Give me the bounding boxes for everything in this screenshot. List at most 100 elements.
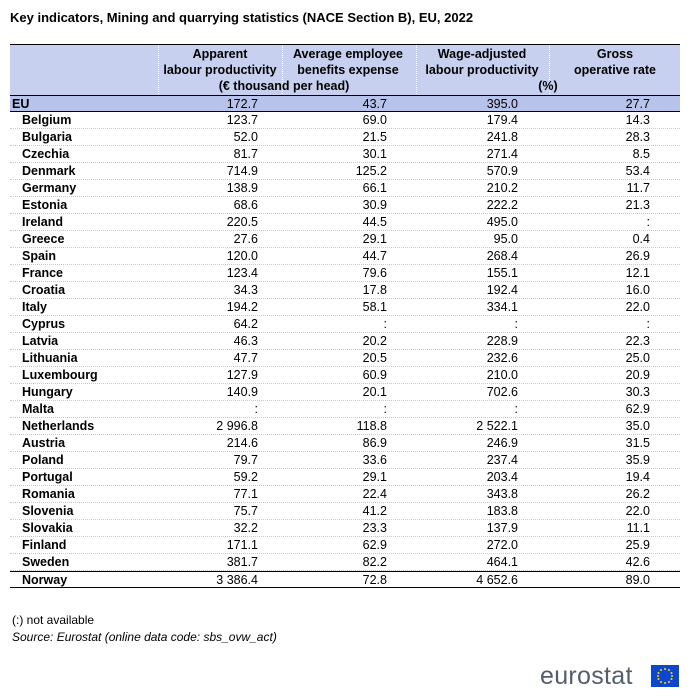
cell-value: :	[646, 317, 650, 331]
cell-value: 125.2	[355, 164, 387, 178]
cell-value: 33.6	[362, 453, 387, 467]
cell-value: 44.7	[362, 249, 387, 263]
table-row: Italy 194.2 58.1 334.1 22.0	[10, 299, 680, 316]
table-row: Cyprus 64.2:::	[10, 316, 680, 333]
table-row: EU 172.7 43.7 395.0 27.7	[10, 95, 680, 112]
table-row: Portugal 59.2 29.1 203.4 19.4	[10, 469, 680, 486]
cell-value: 77.1	[233, 487, 258, 501]
cell-value: 81.7	[233, 147, 258, 161]
cell-value: 3 386.4	[216, 573, 258, 587]
row-label: Hungary	[22, 385, 73, 399]
unit-label: (€ thousand per head)	[218, 79, 350, 93]
cell-value: 79.6	[362, 266, 387, 280]
cell-value: 69.0	[362, 113, 387, 127]
cell-value: 192.4	[486, 283, 518, 297]
cell-value: 123.4	[226, 266, 258, 280]
cell-value: 220.5	[226, 215, 258, 229]
cell-value: 25.0	[625, 351, 650, 365]
row-label: Sweden	[22, 555, 70, 569]
column-header: Average employee	[292, 47, 403, 61]
cell-value: 272.0	[486, 538, 518, 552]
title: Key indicators, Mining and quarrying sta…	[10, 10, 474, 25]
cell-value: 47.7	[233, 351, 258, 365]
cell-value: 22.0	[625, 300, 650, 314]
row-label: Romania	[22, 487, 75, 501]
table-row: Latvia 46.3 20.2 228.9 22.3	[10, 333, 680, 350]
row-label: EU	[12, 97, 30, 111]
cell-value: 495.0	[486, 215, 518, 229]
cell-value: 42.6	[625, 555, 650, 569]
row-label: Bulgaria	[22, 130, 73, 144]
cell-value: 210.0	[486, 368, 518, 382]
cell-value: 64.2	[233, 317, 258, 331]
cell-value: 140.9	[226, 385, 258, 399]
cell-value: 12.1	[625, 266, 650, 280]
table-row: Norway 3 386.4 72.8 4 652.6 89.0	[10, 571, 680, 588]
cell-value: 32.2	[233, 521, 258, 535]
cell-value: 27.7	[625, 97, 650, 111]
cell-value: 155.1	[486, 266, 518, 280]
cell-value: 53.4	[625, 164, 650, 178]
row-label: Czechia	[22, 147, 70, 161]
separator	[158, 45, 159, 96]
cell-value: 22.4	[362, 487, 387, 501]
cell-value: 35.9	[625, 453, 650, 467]
cell-value: 58.1	[362, 300, 387, 314]
row-label: Luxembourg	[22, 368, 98, 382]
row-label: Slovakia	[22, 521, 73, 535]
cell-value: 23.3	[362, 521, 387, 535]
cell-value: 26.2	[625, 487, 650, 501]
cell-value: 95.0	[493, 232, 518, 246]
cell-value: 222.2	[486, 198, 518, 212]
cell-value: 62.9	[625, 402, 650, 416]
cell-value: 334.1	[486, 300, 518, 314]
cell-value: 79.7	[233, 453, 258, 467]
cell-value: 237.4	[486, 453, 518, 467]
column-header: benefits expense	[297, 63, 399, 77]
row-label: Norway	[22, 573, 68, 587]
row-label: Ireland	[22, 215, 63, 229]
cell-value: 241.8	[486, 130, 518, 144]
cell-value: 34.3	[233, 283, 258, 297]
cell-value: 4 652.6	[476, 573, 518, 587]
cell-value: 381.7	[226, 555, 258, 569]
cell-value: 11.7	[626, 181, 650, 195]
row-label: Estonia	[22, 198, 68, 212]
table-row: Denmark 714.9 125.2 570.9 53.4	[10, 163, 680, 180]
note: (:) not available	[12, 613, 95, 627]
cell-value: :	[514, 317, 518, 331]
separator	[416, 45, 417, 96]
table-row: Ireland 220.5 44.5 495.0:	[10, 214, 680, 231]
cell-value: 82.2	[362, 555, 387, 569]
cell-value: 271.4	[486, 147, 518, 161]
cell-value: 702.6	[486, 385, 518, 399]
cell-value: 43.7	[362, 97, 387, 111]
table-row: Austria 214.6 86.9 246.9 31.5	[10, 435, 680, 452]
table-row: Spain 120.0 44.7 268.4 26.9	[10, 248, 680, 265]
row-label: Slovenia	[22, 504, 74, 518]
row-label: Austria	[22, 436, 66, 450]
cell-value: 14.3	[625, 113, 650, 127]
cell-value: 2 522.1	[476, 419, 518, 433]
table-row: Slovenia 75.7 41.2 183.8 22.0	[10, 503, 680, 520]
cell-value: 68.6	[233, 198, 258, 212]
cell-value: 20.1	[362, 385, 387, 399]
table-row: Hungary 140.9 20.1 702.6 30.3	[10, 384, 680, 401]
table-row: Malta::: 62.9	[10, 401, 680, 418]
row-label: Finland	[22, 538, 67, 552]
eu-flag	[651, 665, 679, 687]
cell-value: 75.7	[233, 504, 258, 518]
cell-value: 26.9	[625, 249, 650, 263]
cell-value: 29.1	[362, 470, 387, 484]
cell-value: 22.3	[625, 334, 650, 348]
cell-value: 27.6	[233, 232, 258, 246]
cell-value: 464.1	[486, 555, 518, 569]
column-header: operative rate	[574, 63, 656, 77]
table-row: France 123.4 79.6 155.1 12.1	[10, 265, 680, 282]
table-row: Bulgaria 52.0 21.5 241.8 28.3	[10, 129, 680, 146]
cell-value: 268.4	[486, 249, 518, 263]
table-row: Finland 171.1 62.9 272.0 25.9	[10, 537, 680, 554]
row-label: Poland	[22, 453, 64, 467]
cell-value: 21.5	[362, 130, 387, 144]
table-row: Croatia 34.3 17.8 192.4 16.0	[10, 282, 680, 299]
